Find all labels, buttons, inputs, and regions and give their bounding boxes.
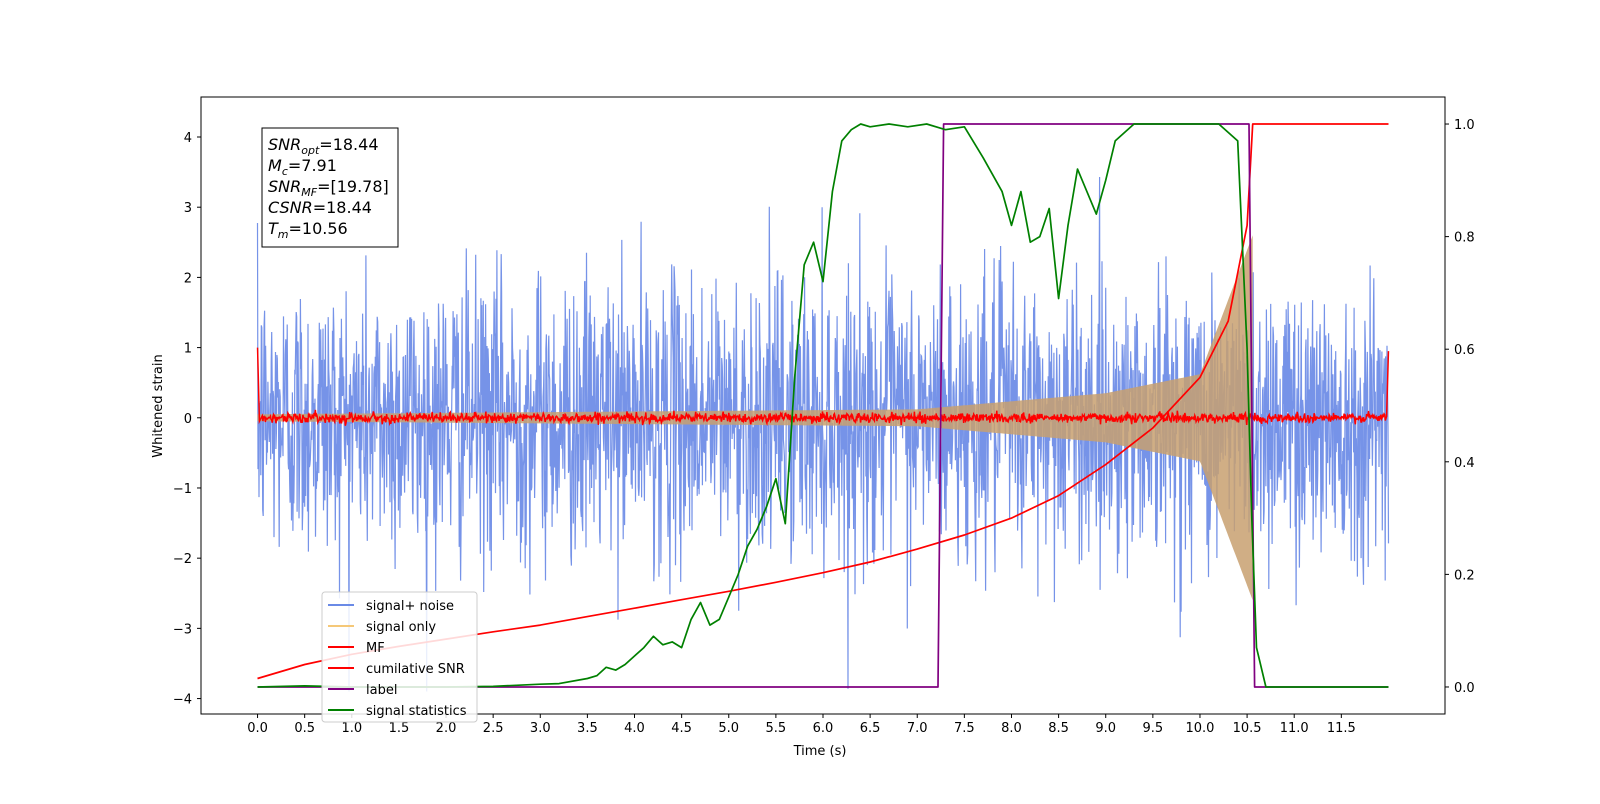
x-tick-label: 0.5 [294,721,315,736]
annotation-frame [261,127,399,248]
x-tick-label: 5.5 [766,721,787,736]
annotation-line: CSNR=18.44 [268,198,372,217]
y-tick-label: 4 [184,131,192,146]
x-tick-label: 4.0 [624,721,645,736]
y2-tick-label: 0.2 [1454,568,1475,583]
y-tick-label: 1 [184,342,192,357]
y2-tick-label: 0.0 [1454,681,1475,696]
y2-tick-label: 0.6 [1454,343,1475,358]
legend-entries: signal+ noise signal only MF cumilative SNR… [328,599,467,719]
y-tick-label: 0 [184,412,192,427]
y2-tick-label: 0.4 [1454,456,1475,471]
x-tick-label: 6.0 [813,721,834,736]
x-tick-label: 2.0 [436,721,457,736]
axes-layer: 0.0 0.5 1.0 1.5 2.0 2.5 3.0 3.5 4.0 4.5 5.0 5.5 6.0 6… [173,118,1475,736]
annotation-box: SNRopt=18.44Mc=7.91SNRMF=[19.78]CSNR=18.… [261,127,399,248]
x-tick-label: 5.0 [718,721,739,736]
annotation-line: SNRMF=[19.78] [268,177,389,199]
legend-frame [321,591,478,723]
x-tick-label: 10.0 [1185,721,1214,736]
x-tick-label: 2.5 [483,721,504,736]
x-tick-label: 10.5 [1233,721,1262,736]
annotation-line: Tm=10.56 [268,219,348,241]
series-line-signal-statistics [257,123,1389,688]
y-tick-label: 3 [184,201,192,216]
x-axis-label: Time (s) [793,744,847,759]
y2-tick-label: 1.0 [1454,118,1475,133]
x-tick-label: 8.5 [1048,721,1069,736]
legend-label: signal+ noise [366,599,454,614]
y-tick-label: −4 [173,693,192,708]
y-tick-label: −3 [173,622,192,637]
series-line-signal-noise [256,176,1390,692]
legend-label: label [366,683,397,698]
legend-label: cumilative SNR [366,662,465,677]
y2-tick-label: 0.8 [1454,231,1475,246]
x-tick-label: 1.5 [389,721,410,736]
y-tick-label: −1 [173,482,192,497]
y-tick-label: −2 [173,552,192,567]
annotation-line: Mc=7.91 [268,156,337,178]
x-tick-label: 1.0 [341,721,362,736]
x-tick-label: 4.5 [671,721,692,736]
legend-label: signal statistics [366,704,467,719]
x-tick-label: 6.5 [860,721,881,736]
x-tick-label: 3.5 [577,721,598,736]
x-tick-label: 11.0 [1280,721,1309,736]
annotation-lines: SNRopt=18.44Mc=7.91SNRMF=[19.78]CSNR=18.… [268,135,389,241]
x-tick-label: 3.0 [530,721,551,736]
x-tick-label: 11.5 [1327,721,1356,736]
x-tick-label: 7.0 [907,721,928,736]
x-tick-label: 9.0 [1095,721,1116,736]
annotation-line: SNRopt=18.44 [268,135,379,157]
legend: signal+ noise signal only MF cumilative SNR… [321,591,478,723]
y-axis-label: Whitened strain [151,354,166,457]
x-tick-label: 8.0 [1001,721,1022,736]
legend-label: MF [366,641,385,656]
legend-label: signal only [366,620,436,635]
x-tick-label: 7.5 [954,721,975,736]
x-tick-label: 0.0 [247,721,268,736]
x-tick-label: 9.5 [1143,721,1164,736]
series-line-mf [256,347,1390,427]
y-tick-label: 2 [184,271,192,286]
